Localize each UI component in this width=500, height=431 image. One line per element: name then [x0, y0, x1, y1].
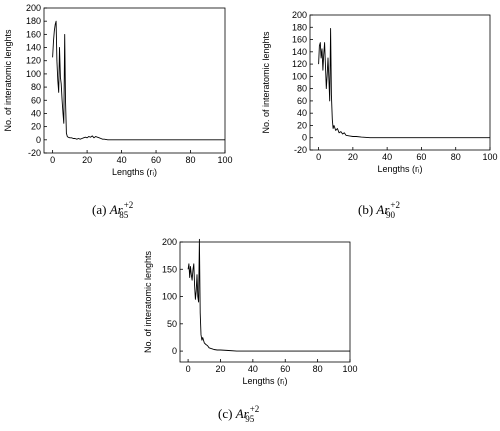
y-tick-label: 100: [26, 69, 41, 79]
y-tick-label: 140: [26, 43, 41, 53]
plot-frame: [179, 241, 351, 363]
y-tick-label: 160: [26, 29, 41, 39]
y-tick-label: 160: [292, 35, 307, 45]
series-line: [187, 238, 350, 352]
chart-a: -20 0 20 40 60 80 100 120 140 160 180 200 0 20 40 60 80 1…: [0, 0, 240, 177]
caption-c-sup: +2: [249, 404, 260, 414]
x-tick-label: 60: [151, 155, 161, 165]
caption-c-sub: 95: [245, 414, 255, 424]
y-tick-label: 60: [297, 96, 307, 106]
caption-b-prefix: (b): [358, 202, 377, 217]
y-tick-label: 180: [292, 22, 307, 32]
x-tick-label: 40: [117, 155, 127, 165]
x-tick-label: 80: [451, 152, 461, 162]
x-tick-label: 0: [50, 155, 55, 165]
caption-a: (a) Ar+285: [92, 200, 133, 220]
x-tick-label: 20: [82, 155, 92, 165]
y-tick-label: 100: [292, 71, 307, 81]
chart-c: 0 50 100 150 200 0 20 40 60 80 100 Lengths (rᵢ) No. …: [140, 232, 360, 397]
y-tick-label: 60: [31, 95, 41, 105]
x-tick-label: 40: [382, 152, 392, 162]
y-tick-label: 20: [297, 120, 307, 130]
x-axis-title: Lengths (rᵢ): [243, 376, 288, 386]
x-tick-label: 100: [217, 155, 232, 165]
y-tick-label: 20: [31, 122, 41, 132]
chart-a-svg: -20 0 20 40 60 80 100 120 140 160 180 200 0 20 40 60 80 1…: [3, 3, 233, 177]
y-tick-label: 40: [297, 108, 307, 118]
y-axis-title: No. of interatomic lenghts: [3, 29, 13, 132]
x-axis-title: Lengths (rᵢ): [112, 167, 157, 177]
x-tick-label: 40: [248, 364, 258, 374]
y-tick-label: 200: [292, 10, 307, 20]
chart-b: -20 0 20 40 60 80 100 120 140 160 180 200 0 20 40 60 80 1…: [258, 5, 498, 180]
y-tick-label: 200: [162, 237, 177, 247]
y-axis-title: No. of interatomic lenghts: [261, 31, 271, 134]
y-tick-label: 50: [167, 319, 177, 329]
y-tick-label: 80: [31, 82, 41, 92]
y-tick-label: -20: [28, 148, 41, 158]
y-tick-label: 180: [26, 16, 41, 26]
x-tick-label: 100: [342, 364, 357, 374]
caption-a-base: Ar: [109, 202, 123, 217]
chart-b-svg: -20 0 20 40 60 80 100 120 140 160 180 200 0 20 40 60 80 1…: [261, 10, 498, 174]
y-axis-title: No. of interatomic lenghts: [143, 250, 153, 353]
y-tick-label: 0: [302, 133, 307, 143]
y-tick-label: 120: [292, 59, 307, 69]
plot-frame: [43, 7, 226, 154]
x-axis-title: Lengths (rᵢ): [378, 164, 423, 174]
plot-frame: [309, 14, 491, 151]
y-tick-label: 100: [162, 292, 177, 302]
x-tick-label: 0: [186, 364, 191, 374]
y-tick-label: 140: [292, 47, 307, 57]
series-line: [52, 20, 225, 141]
caption-a-prefix: (a): [92, 202, 110, 217]
caption-c-prefix: (c): [218, 406, 236, 421]
y-tick-label: 0: [36, 135, 41, 145]
x-tick-label: 20: [348, 152, 358, 162]
x-tick-label: 100: [482, 152, 497, 162]
caption-b: (b) Ar+290: [358, 200, 400, 220]
y-tick-label: -20: [294, 145, 307, 155]
y-tick-label: 0: [172, 346, 177, 356]
caption-b-sup: +2: [390, 200, 400, 210]
caption-b-base: Ar: [376, 202, 390, 217]
caption-c-base: Ar: [235, 406, 249, 421]
x-tick-label: 20: [215, 364, 225, 374]
y-tick-label: 120: [26, 56, 41, 66]
y-tick-label: 40: [31, 108, 41, 118]
caption-c: (c) Ar+295: [218, 404, 259, 424]
series-line: [318, 28, 490, 139]
y-tick-label: 80: [297, 84, 307, 94]
x-tick-label: 80: [186, 155, 196, 165]
x-tick-label: 60: [280, 364, 290, 374]
caption-a-sup: +2: [123, 200, 134, 210]
y-tick-label: 200: [26, 3, 41, 13]
x-tick-label: 0: [316, 152, 321, 162]
caption-a-sub: 85: [119, 210, 129, 220]
y-tick-label: 150: [162, 264, 177, 274]
chart-c-svg: 0 50 100 150 200 0 20 40 60 80 100 Lengths (rᵢ) No. …: [143, 237, 358, 386]
x-tick-label: 80: [313, 364, 323, 374]
caption-b-sub: 90: [386, 210, 395, 220]
x-tick-label: 60: [416, 152, 426, 162]
